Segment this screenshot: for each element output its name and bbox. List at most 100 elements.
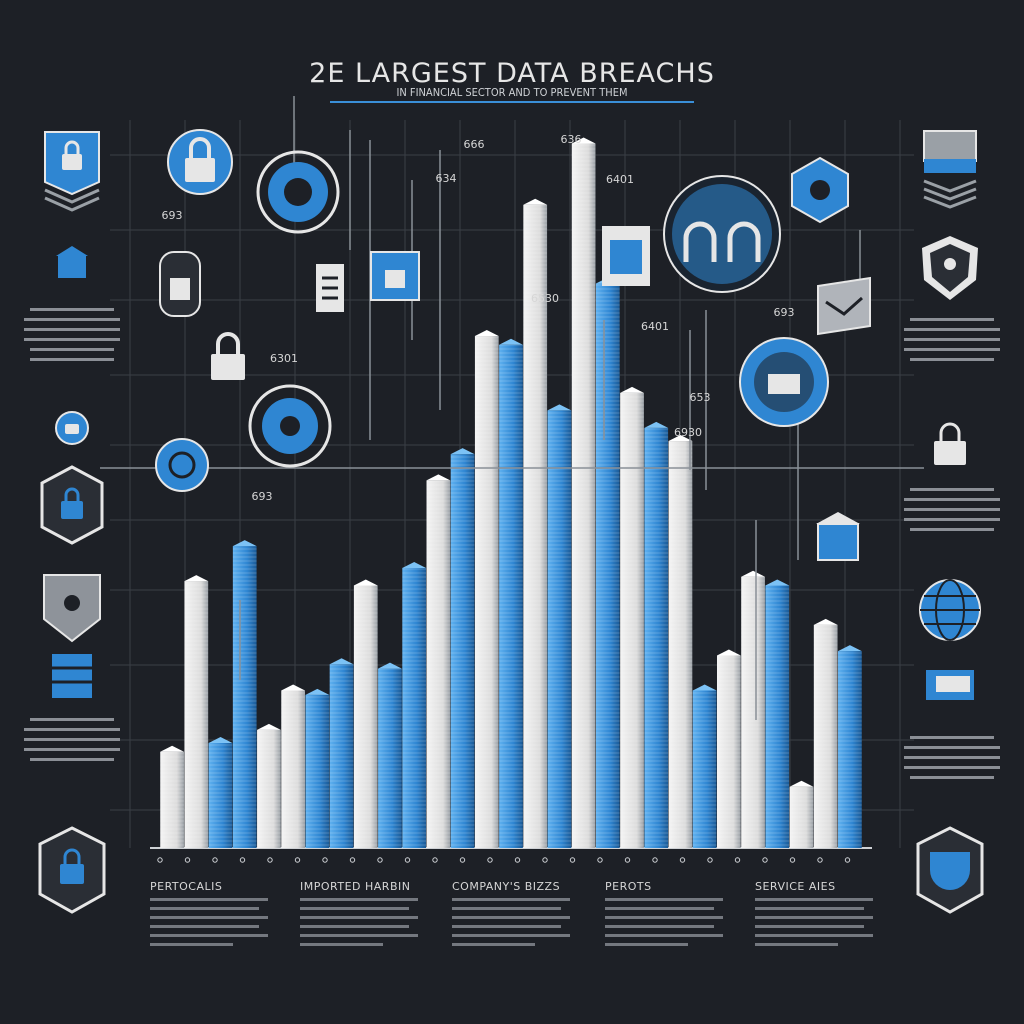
annotation-label: 6401	[606, 173, 634, 186]
footer-text-line	[300, 943, 383, 946]
x-tick	[569, 857, 576, 863]
left-icon-column	[38, 131, 106, 914]
footer-column-title: SERVICE AIES	[755, 880, 836, 893]
bar-cap	[717, 649, 741, 656]
bar-cap	[281, 684, 305, 691]
bar-texture	[668, 441, 693, 848]
annotation-label: 636	[561, 133, 582, 146]
bar	[160, 745, 184, 848]
bar-texture	[595, 283, 620, 848]
bar-texture	[741, 576, 765, 848]
x-tick	[844, 857, 851, 863]
footer-text-line	[605, 943, 688, 946]
bar-cap	[232, 540, 257, 547]
shield-keyhole-right-icon	[922, 236, 978, 300]
footer-column-title: IMPORTED HARBIN	[300, 880, 411, 893]
bar	[426, 474, 451, 848]
footer-text-line	[150, 934, 268, 937]
globe-icon	[919, 579, 981, 641]
phone-lock-icon	[159, 251, 201, 317]
bar	[571, 137, 596, 848]
bar-texture	[402, 567, 427, 848]
annotation-label: 693	[774, 306, 795, 319]
bar-cap	[620, 386, 644, 393]
bank-stack-icon	[923, 130, 977, 209]
bar-texture	[547, 410, 572, 848]
shield-keyhole-icon	[43, 574, 101, 643]
footer-text-line	[452, 925, 561, 928]
user-lock-icon	[55, 411, 89, 445]
floating-icons	[155, 129, 871, 561]
bar	[353, 579, 378, 848]
document-icon	[316, 264, 344, 312]
footer-text-line	[605, 898, 723, 901]
bar-cap	[305, 688, 330, 695]
x-tick	[377, 857, 383, 863]
x-tick	[487, 857, 493, 863]
footer-text-line	[150, 925, 259, 928]
bar-texture	[838, 651, 862, 848]
footer-text-line	[300, 934, 418, 937]
x-tick	[294, 857, 301, 863]
bar	[838, 645, 862, 848]
bar-texture	[813, 624, 838, 848]
side-text-blocks	[24, 308, 1000, 779]
bar-cap	[474, 330, 499, 337]
circular-gauge-icon	[248, 384, 332, 468]
footer-text-block	[755, 898, 873, 952]
shield-badge-icon	[916, 826, 984, 914]
bar-texture	[620, 392, 644, 848]
bar	[789, 780, 814, 848]
footer-text-line	[605, 916, 723, 919]
connector-lines	[100, 96, 924, 720]
bar-texture	[499, 344, 523, 848]
padlock-small-icon	[211, 332, 245, 380]
footer-text-line	[755, 898, 873, 901]
footer-text-block	[300, 898, 418, 952]
picture-frame-icon	[602, 226, 650, 286]
bar	[717, 649, 741, 848]
bar	[378, 662, 402, 848]
bar-texture	[523, 204, 548, 848]
bar-cap	[402, 561, 427, 568]
x-axis-ticks	[157, 857, 851, 863]
annotation-label: 666	[464, 138, 485, 151]
bar-cap	[184, 575, 209, 582]
bar	[281, 684, 305, 848]
shield-lock-icon	[40, 465, 104, 545]
bar-texture	[281, 690, 305, 848]
footer-text-line	[300, 898, 418, 901]
bank-gauge-icon	[739, 337, 829, 427]
x-tick	[184, 857, 191, 863]
x-tick	[432, 857, 438, 863]
bar-texture	[329, 664, 354, 848]
bank-small-icon	[816, 512, 860, 561]
x-tick	[734, 857, 741, 863]
bar	[329, 658, 354, 848]
x-tick	[267, 857, 273, 863]
footer-text-line	[755, 907, 864, 910]
bar-cap	[499, 338, 523, 345]
envelope-icon	[817, 276, 871, 336]
bar-texture	[426, 480, 451, 848]
bar	[232, 540, 257, 848]
x-tick	[762, 857, 768, 863]
footer-text-line	[452, 943, 535, 946]
footer-text-line	[150, 907, 259, 910]
bank-frame-icon	[370, 251, 420, 301]
bar	[523, 198, 548, 848]
bar-cap	[547, 404, 572, 411]
bank-building-circle-icon	[663, 175, 781, 293]
bar-cap	[765, 579, 790, 586]
credit-card-icon	[926, 670, 974, 700]
bar-cap	[813, 618, 838, 625]
footer-text-block	[150, 898, 268, 952]
shield-lock-bottom-icon	[38, 826, 106, 914]
bar-cap	[426, 474, 451, 481]
bar-cap	[668, 435, 693, 442]
bar-texture	[644, 427, 669, 848]
bars	[160, 137, 862, 848]
footer-text-line	[452, 907, 561, 910]
footer-column-title: PEROTS	[605, 880, 652, 893]
building-icon	[56, 246, 88, 278]
